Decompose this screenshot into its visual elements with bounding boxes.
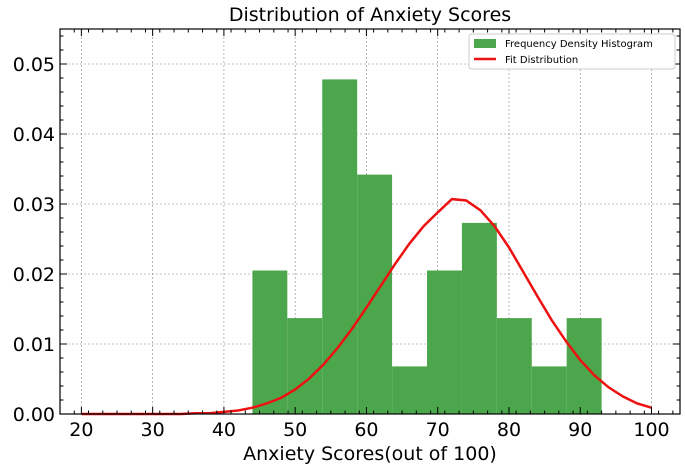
y-tick-label: 0.04 [13,124,55,146]
x-tick-label: 80 [497,419,521,441]
histogram-bar [287,318,323,414]
x-axis-label: Anxiety Scores(out of 100) [243,443,497,465]
x-tick-label: 70 [426,419,450,441]
y-tick-label: 0.02 [13,264,55,286]
y-tick-label: 0.03 [13,194,55,216]
histogram-bar [252,270,288,414]
legend-fit-label: Fit Distribution [505,55,578,66]
y-tick-label: 0.01 [13,334,55,356]
histogram-bar [322,79,358,415]
histogram-bar [461,222,497,414]
legend-histogram-label: Frequency Density Histogram [505,39,653,50]
legend: Frequency Density Histogram Fit Distribu… [468,33,676,70]
x-tick-label: 60 [354,419,378,441]
axis-ticks [59,29,680,415]
x-tick-labels: 20 30 40 50 60 70 80 90 100 [69,419,669,441]
x-tick-label: 50 [283,419,307,441]
histogram-bar [392,366,428,414]
legend-box [468,33,676,70]
histogram-bar [427,270,462,414]
y-tick-labels: 0.00 0.01 0.02 0.03 0.04 0.05 [13,54,55,426]
legend-histogram-swatch [474,39,496,48]
plot-frame [59,28,681,415]
chart-title: Distribution of Anxiety Scores [229,4,511,26]
x-tick-label: 100 [633,419,669,441]
histogram-bar [531,366,567,414]
y-tick-label: 0.05 [13,54,55,76]
x-tick-label: 30 [141,419,165,441]
x-tick-label: 20 [69,419,93,441]
histogram-bar [496,318,532,414]
x-tick-label: 40 [212,419,236,441]
x-tick-label: 90 [568,419,592,441]
y-tick-label: 0.00 [13,404,55,426]
